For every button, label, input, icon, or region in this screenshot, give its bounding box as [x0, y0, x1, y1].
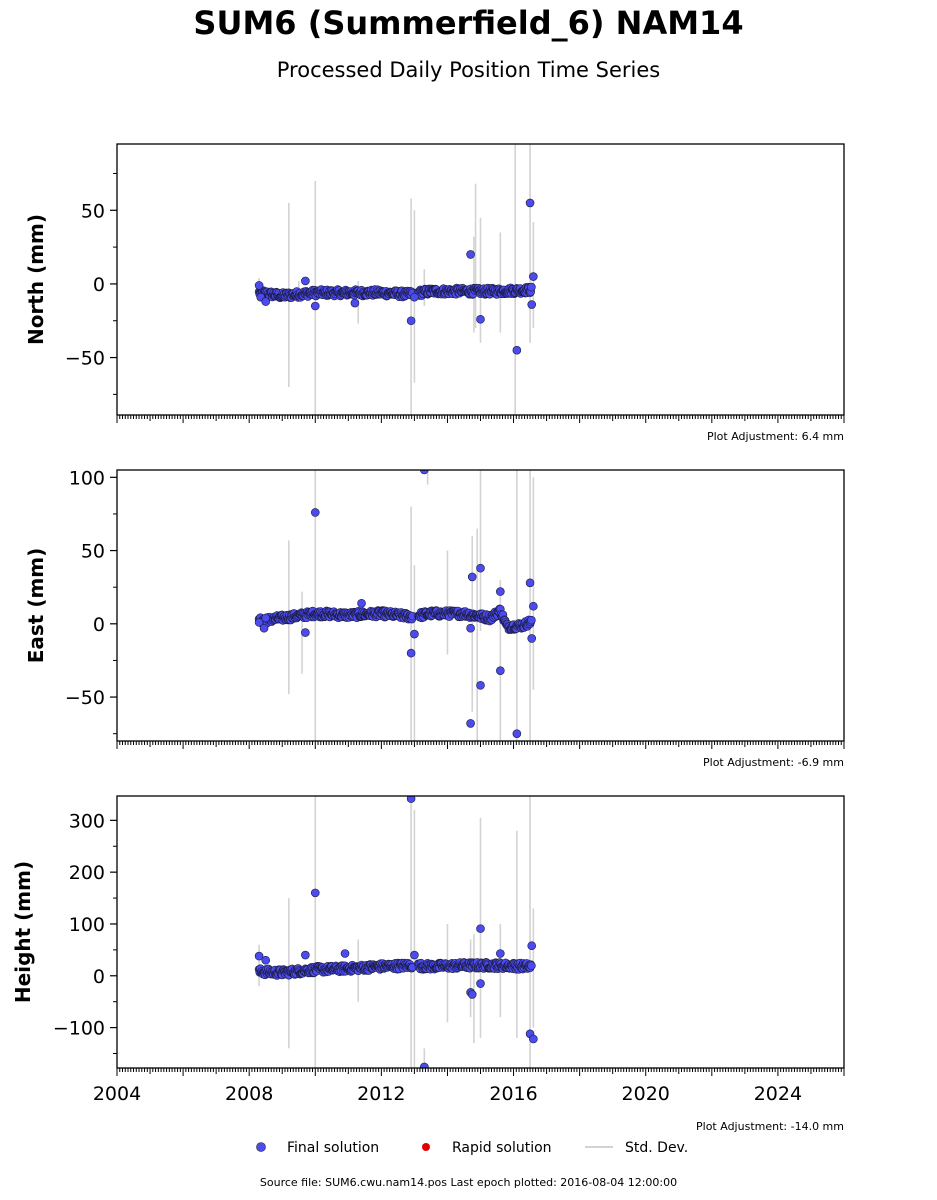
- final-point: [527, 615, 536, 625]
- y-tick-label: 300: [69, 810, 105, 832]
- y-tick-label: −100: [53, 1018, 105, 1040]
- final-point-outlier: [350, 298, 360, 308]
- final-point-outlier: [467, 572, 477, 582]
- final-point-outlier: [420, 470, 429, 475]
- x-tick-label: 2008: [225, 1083, 273, 1105]
- final-point-outlier: [310, 301, 320, 311]
- final-point-outlier: [261, 613, 271, 623]
- panel-north-data: [254, 144, 538, 415]
- final-point-outlier: [410, 292, 419, 302]
- final-point-outlier: [259, 623, 269, 633]
- legend-final-label: Final solution: [287, 1140, 379, 1156]
- final-point-outlier: [410, 629, 419, 639]
- y-tick-label: −50: [65, 348, 105, 370]
- panel-height-data: [254, 796, 538, 1068]
- y-tick-label: 100: [69, 467, 105, 489]
- final-point-outlier: [301, 628, 310, 637]
- final-point-outlier: [466, 719, 475, 728]
- final-point-outlier: [527, 941, 537, 951]
- final-point-outlier: [406, 796, 416, 803]
- final-point: [527, 961, 536, 970]
- final-point-outlier: [467, 990, 477, 999]
- plot-adjustment: Plot Adjustment: -14.0 mm: [696, 1120, 844, 1133]
- final-point-outlier: [476, 979, 485, 988]
- final-point-outlier: [261, 955, 271, 965]
- y-tick-label: 0: [93, 966, 105, 988]
- final-point-outlier: [301, 276, 310, 286]
- y-axis-label: Height (mm): [11, 861, 35, 1003]
- x-tick-label: 2004: [93, 1083, 141, 1105]
- plot-adjustment: Plot Adjustment: 6.4 mm: [707, 430, 844, 443]
- plot-adjustment: Plot Adjustment: -6.9 mm: [703, 756, 844, 769]
- y-tick-label: 50: [81, 200, 105, 222]
- legend-rapid-marker: [422, 1143, 430, 1151]
- final-point-outlier: [527, 634, 537, 643]
- page-subtitle: Processed Daily Position Time Series: [276, 58, 661, 82]
- panel-north: −50 0 50 North (mm) Plot Adjustment: 6.4 mm: [24, 143, 845, 443]
- final-point-outlier: [476, 681, 485, 690]
- legend: Final solution Rapid solution Std. Dev.: [256, 1140, 688, 1156]
- final-point-outlier: [310, 508, 320, 517]
- x-tick-label: 2024: [754, 1083, 802, 1105]
- final-point-outlier: [496, 949, 505, 958]
- final-point-outlier: [496, 587, 505, 596]
- y-tick-label: 100: [69, 914, 105, 936]
- y-tick-label: −50: [65, 687, 105, 709]
- y-tick-label: 0: [93, 274, 105, 296]
- panel-height: −100 0 100 200 300 2004 2008 2012 2016 2020 2024 He…: [11, 795, 845, 1133]
- legend-stddev-label: Std. Dev.: [625, 1140, 688, 1156]
- y-axis-label: East (mm): [24, 548, 48, 664]
- final-point-outlier: [527, 300, 537, 309]
- x-tick-label: 2020: [622, 1083, 670, 1105]
- y-tick-label: 50: [81, 541, 105, 563]
- panel-east: −50 0 50 100 East (mm) Plot Adjustment: -6.9 …: [24, 467, 845, 769]
- final-point-outlier: [476, 563, 485, 573]
- final-point-outlier: [261, 297, 271, 306]
- final-point-outlier: [340, 949, 350, 958]
- page-title: SUM6 (Summerfield_6) NAM14: [193, 4, 744, 42]
- final-point-outlier: [406, 648, 416, 658]
- final-point: [527, 282, 536, 292]
- final-point-outlier: [357, 599, 366, 608]
- final-point-outlier: [512, 729, 522, 738]
- final-point-outlier: [406, 316, 416, 326]
- legend-final-marker: [256, 1142, 266, 1152]
- y-axis-label: North (mm): [24, 214, 48, 345]
- y-tick-label: 0: [93, 614, 105, 636]
- y-tick-label: 200: [69, 862, 105, 884]
- final-point-outlier: [529, 601, 538, 611]
- final-point-outlier: [529, 272, 538, 281]
- final-point-outlier: [301, 950, 310, 960]
- final-point-outlier: [466, 623, 475, 633]
- x-tick-label: 2012: [357, 1083, 405, 1105]
- final-point-outlier: [410, 950, 419, 960]
- final-point-outlier: [254, 618, 264, 627]
- final-point-outlier: [310, 888, 320, 898]
- final-point-outlier: [420, 1062, 429, 1068]
- final-point-outlier: [525, 578, 535, 588]
- panel-east-data: [254, 470, 538, 741]
- x-tick-label: 2016: [489, 1083, 537, 1105]
- legend-rapid-label: Rapid solution: [452, 1140, 552, 1156]
- final-point-outlier: [476, 924, 485, 933]
- final-point-outlier: [529, 1034, 538, 1044]
- final-point-outlier: [254, 951, 264, 961]
- final-point-outlier: [512, 345, 522, 355]
- final-point-outlier: [476, 314, 485, 324]
- final-point-outlier: [254, 281, 264, 290]
- source-file-note: Source file: SUM6.cwu.nam14.pos Last epo…: [259, 1176, 678, 1189]
- final-point-outlier: [466, 250, 475, 259]
- final-point-outlier: [496, 666, 505, 675]
- final-point-outlier: [525, 198, 535, 208]
